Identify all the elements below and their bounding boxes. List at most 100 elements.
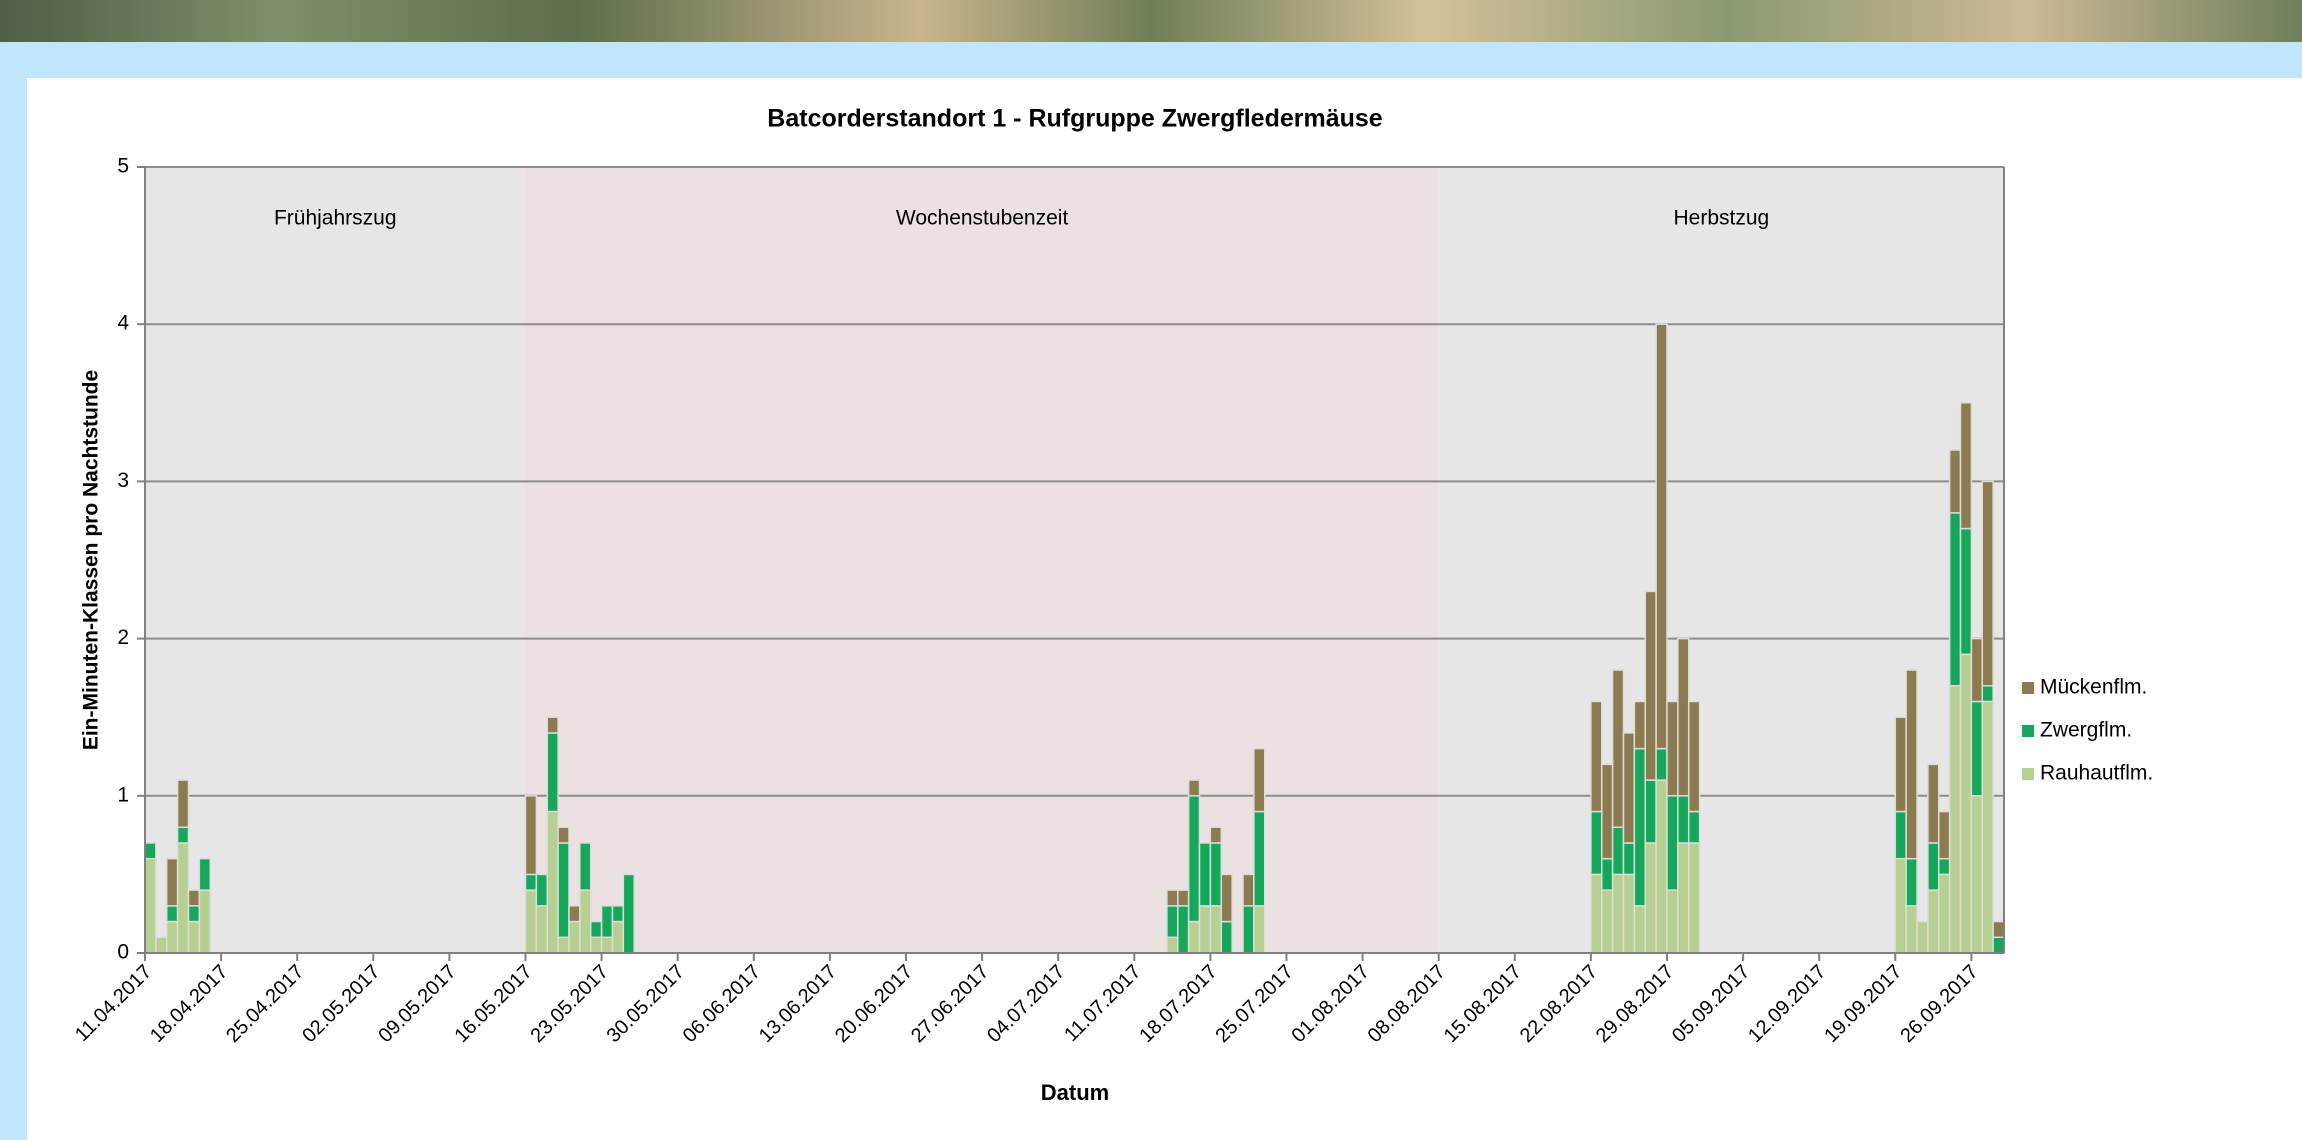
bar-segment [1948, 512, 1962, 687]
bar-segment [568, 905, 581, 923]
bar-segment [1938, 873, 1951, 954]
bar-segment [1166, 936, 1179, 954]
bar-segment [524, 889, 538, 954]
bar-segment [1601, 763, 1614, 860]
y-tick-label: 3 [117, 469, 129, 492]
bar-segment [1611, 669, 1625, 828]
bar-segment [176, 842, 190, 954]
bar-segment [1655, 779, 1668, 954]
bar-segment [1905, 857, 1918, 907]
bar-segment [1894, 810, 1907, 860]
bar-segment [1948, 449, 1962, 514]
bar-segment [1177, 905, 1190, 954]
legend-label: Mückenflm. [2040, 676, 2147, 699]
bar-segment [1187, 920, 1201, 954]
bar-segment [176, 826, 190, 844]
bar-segment [579, 842, 592, 891]
bar-segment [1242, 873, 1255, 907]
bar-segment [579, 889, 592, 954]
bar-segment [1655, 747, 1668, 781]
bar-segment [1981, 685, 1994, 703]
bar-segment [1633, 700, 1646, 750]
period-label: Frühjahrszug [274, 207, 397, 230]
bar-segment [1970, 700, 1984, 797]
bar-segment [1894, 857, 1907, 954]
legend-swatch [2022, 768, 2034, 780]
bar-segment [187, 920, 201, 954]
bar-segment [1166, 905, 1179, 939]
bar-segment [1666, 795, 1679, 891]
bar-segment [187, 889, 201, 907]
bar-segment [1253, 810, 1266, 907]
y-tick-label: 2 [117, 626, 129, 649]
bar-segment [1601, 889, 1614, 954]
bar-segment [589, 920, 603, 939]
bar-segment [144, 857, 157, 954]
y-tick-label: 0 [117, 941, 129, 964]
bar-segment [600, 936, 614, 954]
bar-segment [1948, 685, 1962, 954]
bar-segment [524, 873, 538, 891]
bar-segment [198, 857, 211, 891]
bar-segment [1590, 700, 1603, 813]
bar-segment [1177, 889, 1190, 907]
bar-segment [1927, 842, 1940, 891]
period-background [525, 167, 1439, 953]
bar-segment [546, 732, 559, 813]
plot-area: Frühjahrszug Wochenstubenzeit Herbstzug 0 1 2… [71, 155, 2005, 1047]
bar-segment [1622, 732, 1636, 844]
bar-segment [535, 873, 548, 907]
bar-segment [611, 920, 625, 954]
bar-segment [1622, 842, 1636, 876]
bar-segment [1927, 889, 1940, 954]
y-tick-label: 5 [117, 155, 129, 178]
bar-segment [1981, 480, 1994, 687]
x-axis-label: Datum [1041, 1080, 1109, 1105]
bar-segment [524, 795, 538, 876]
y-tick-label: 4 [117, 312, 129, 335]
bar-segment [1253, 905, 1266, 954]
bar-segment [557, 826, 570, 844]
chart-title: Batcorderstandort 1 - Rufgruppe Zwergfle… [767, 105, 1382, 133]
bar-segment [1633, 747, 1646, 907]
bar-segment [144, 842, 157, 860]
bar-segment [1970, 637, 1984, 703]
bar-segment [198, 889, 211, 954]
bar-segment [1166, 889, 1179, 907]
legend-swatch [2022, 725, 2034, 737]
bar-segment [1601, 857, 1614, 891]
bar-segment [1938, 857, 1951, 876]
bar-segment [1687, 842, 1701, 954]
bar-segment [1220, 920, 1233, 954]
bar-segment [176, 779, 190, 828]
bar-segment [1590, 873, 1603, 954]
bar-segment [1992, 936, 2005, 954]
bar-segment [1187, 795, 1201, 923]
bar-segment [546, 810, 559, 954]
bar-segment [535, 905, 548, 954]
y-tick-label: 1 [117, 783, 129, 806]
bar-segment [1959, 653, 1973, 954]
legend-label: Rauhautflm. [2040, 762, 2153, 785]
bar-segment [1677, 637, 1690, 797]
bar-segment [622, 873, 635, 954]
bar-segment [1655, 323, 1668, 750]
bar-segment [1927, 763, 1940, 844]
bar-segment [1677, 795, 1690, 844]
bar-segment [1611, 873, 1625, 954]
bar-segment [1644, 842, 1657, 954]
bar-segment [155, 936, 168, 954]
bar-segment [1938, 810, 1951, 860]
bar-segment [1677, 842, 1690, 954]
bar-segment [1611, 826, 1625, 876]
legend-swatch [2022, 682, 2034, 694]
bar-segment [557, 936, 570, 954]
bar-segment [1644, 779, 1657, 844]
bar-segment [1622, 873, 1636, 954]
bar-segment [1981, 700, 1994, 954]
bar-segment [1970, 795, 1984, 954]
bar-segment [1253, 747, 1266, 813]
bar-segment [165, 905, 179, 923]
bar-segment [1633, 905, 1646, 954]
period-background [145, 167, 526, 953]
